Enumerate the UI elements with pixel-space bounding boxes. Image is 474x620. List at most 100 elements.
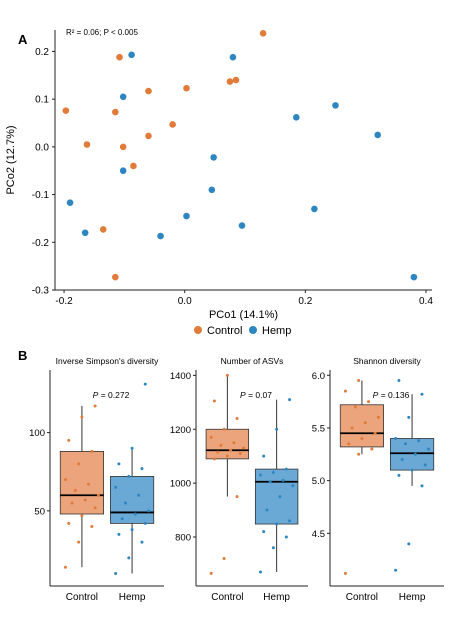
y-tick-label: 5.0 [312, 476, 325, 487]
point-control [116, 53, 123, 61]
point-control [145, 132, 152, 140]
point-hemp [410, 468, 414, 472]
point-hemp [81, 229, 89, 237]
point-control [93, 404, 97, 408]
category-label: Control [211, 592, 243, 603]
point-hemp [130, 446, 134, 450]
point-control [87, 482, 91, 486]
point-hemp [262, 530, 266, 534]
point-control [99, 226, 107, 233]
boxplot-2: Number of ASVs 800 1000 1200 1400 P = 0.07 Con… [170, 356, 308, 603]
category-label: Hemp [119, 592, 146, 603]
point-control [77, 540, 81, 544]
point-control [376, 415, 380, 419]
boxplot-3: Shannon diversity 4.5 5.0 5.5 6.0 P = 0.136 Co… [312, 356, 444, 603]
point-control [83, 141, 91, 148]
point-hemp [374, 131, 382, 139]
y-tick-label: -0.3 [32, 286, 50, 297]
point-hemp [403, 442, 407, 446]
point-control [222, 557, 226, 561]
point-hemp [123, 501, 127, 505]
point-control [90, 449, 94, 453]
point-hemp [278, 495, 282, 499]
point-control [222, 427, 226, 431]
boxplot-panels: Inverse Simpson's diversity 50 100 P = 0.27… [29, 356, 444, 603]
point-control [67, 521, 71, 525]
point-hemp [133, 512, 137, 516]
y-tick-label: 6.0 [312, 371, 325, 382]
point-hemp [127, 556, 131, 560]
point-hemp [271, 546, 275, 550]
point-control [360, 436, 364, 440]
point-hemp [291, 484, 295, 488]
point-hemp [114, 571, 118, 575]
y-tick-label: 0.1 [35, 95, 49, 106]
point-hemp [268, 480, 272, 484]
point-control [130, 162, 137, 170]
point-control [219, 443, 223, 447]
y-axis-label: PCo2 (12.7%) [5, 125, 17, 194]
point-control [343, 389, 347, 393]
x-axis-label: PCo1 (14.1%) [209, 309, 278, 321]
y-tick-label: 4.5 [312, 529, 325, 540]
point-control [238, 451, 242, 455]
point-hemp [394, 436, 398, 440]
category-label: Hemp [399, 592, 426, 603]
point-hemp [117, 462, 121, 466]
y-tick-label: 1200 [170, 425, 191, 436]
legend-control-marker [194, 326, 202, 334]
point-control [357, 452, 361, 456]
p-value-annotation: P = 0.136 [373, 390, 410, 400]
box-control [205, 428, 250, 460]
point-hemp [332, 102, 339, 109]
point-control [225, 373, 229, 377]
point-hemp [262, 454, 266, 458]
point-hemp [288, 519, 292, 523]
point-hemp [407, 542, 411, 546]
point-control [93, 506, 97, 510]
point-hemp [420, 392, 424, 396]
point-control [367, 400, 371, 404]
y-tick-label: 0.0 [35, 142, 49, 153]
point-hemp [208, 186, 216, 194]
point-hemp [427, 447, 431, 451]
point-control [80, 415, 84, 419]
point-hemp [117, 532, 121, 536]
point-hemp [229, 53, 237, 61]
point-control [226, 78, 234, 85]
point-hemp [281, 478, 285, 482]
point-control [90, 525, 94, 529]
x-tick-label: 0.2 [298, 296, 312, 307]
point-control [232, 441, 236, 445]
y-tick-label: 100 [29, 428, 45, 439]
point-hemp [128, 51, 135, 59]
point-control [183, 84, 190, 92]
point-control [63, 478, 67, 482]
category-label: Control [346, 592, 378, 603]
point-hemp [127, 474, 131, 478]
point-hemp [114, 485, 118, 489]
point-control [229, 448, 233, 452]
box-hemp [254, 468, 299, 525]
point-control [242, 446, 246, 450]
point-control [350, 426, 354, 430]
point-hemp [397, 379, 401, 383]
point-control [63, 565, 67, 569]
point-control [212, 399, 216, 403]
point-hemp [410, 273, 418, 281]
legend-hemp-label: Hemp [262, 325, 291, 337]
point-control [96, 493, 100, 497]
y-tick-label: 50 [34, 506, 45, 517]
scatter-legend: Control Hemp [194, 325, 291, 337]
point-control [119, 143, 127, 151]
pcoa-scatter-plot: -0.3 -0.2 -0.1 0.0 0.1 0.2 -0.2 0.0 0.2 0.4 PCo1 (… [5, 30, 433, 321]
p-value-annotation: P = 0.07 [240, 390, 272, 400]
point-hemp [120, 517, 124, 521]
point-hemp [271, 470, 275, 474]
box-hemp [390, 438, 435, 471]
point-control [145, 87, 152, 95]
box-control [59, 450, 104, 515]
point-hemp [265, 508, 269, 512]
category-label: Hemp [263, 592, 290, 603]
